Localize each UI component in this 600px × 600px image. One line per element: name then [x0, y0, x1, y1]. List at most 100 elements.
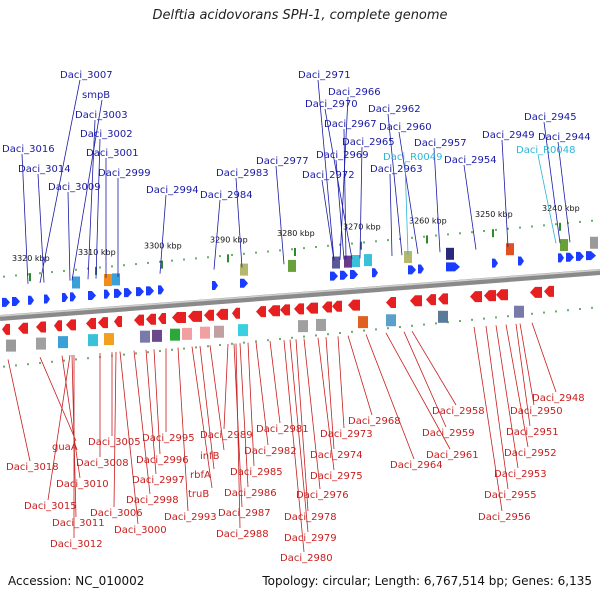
reverse-gene-label: Daci_2950: [510, 406, 563, 417]
reverse-gene-label: Daci_2982: [244, 446, 297, 457]
reverse-leader-line: [119, 351, 139, 525]
reverse-leader-line: [485, 325, 509, 490]
reverse-leader-line: [255, 342, 269, 446]
forward-gene-arrow: [558, 253, 564, 263]
reverse-leader-line: [61, 355, 81, 479]
reverse-leader-line: [403, 331, 447, 428]
forward-leader-line: [501, 139, 509, 248]
forward-feature-box: [240, 263, 248, 276]
reverse-gene-arrow: [2, 323, 10, 335]
reverse-gene-arrow: [484, 290, 496, 302]
forward-gene-arrow: [586, 251, 596, 261]
forward-feature-box: [104, 274, 112, 287]
reverse-gene-label: Daci_2979: [284, 533, 337, 544]
forward-gene-label: Daci_2984: [200, 190, 253, 201]
reverse-feature-box: [36, 337, 46, 350]
reverse-leader-line: [365, 334, 415, 460]
forward-gene-label: Daci_3001: [86, 148, 139, 159]
forward-feature-box: [72, 276, 80, 289]
forward-gene-label: Daci_2971: [298, 70, 351, 81]
forward-gene-label: Daci_2957: [414, 138, 467, 149]
forward-gene-label: Daci_2999: [98, 168, 151, 179]
forward-leader-line: [339, 96, 349, 260]
forward-gene-label: Daci_2983: [216, 168, 269, 179]
rna-leader-line: [537, 154, 557, 244]
reverse-gene-arrow: [232, 307, 240, 319]
reverse-gene-label: Daci_2989: [200, 430, 253, 441]
reverse-leader-line: [295, 339, 309, 512]
forward-feature-box: [446, 247, 454, 260]
reverse-feature-box: [104, 333, 114, 346]
reverse-leader-line: [177, 347, 189, 512]
reverse-leader-line: [153, 349, 161, 455]
forward-gene-label: Daci_2966: [328, 87, 381, 98]
forward-feature-box: [112, 273, 120, 286]
forward-gene-arrow: [212, 281, 218, 291]
forward-gene-arrow: [146, 286, 154, 296]
reverse-leader-line: [411, 330, 457, 406]
reverse-gene-label: Daci_2956: [478, 512, 531, 523]
reverse-gene-label: Daci_2974: [310, 450, 363, 461]
reverse-gene-arrow: [172, 311, 186, 323]
reverse-leader-line: [209, 345, 225, 451]
reverse-leader-line: [337, 336, 345, 429]
scale-tick-label: 3250 kbp: [475, 210, 513, 219]
reverse-gene-label: Daci_2988: [216, 529, 269, 540]
forward-feature-box: [288, 259, 296, 272]
reverse-gene-label: infB: [200, 451, 220, 462]
forward-gene-label: Daci_2967: [324, 119, 377, 130]
reverse-gene-label: Daci_3011: [52, 518, 105, 529]
reverse-leader-line: [505, 324, 529, 448]
forward-leader-line: [321, 179, 335, 261]
reverse-gene-label: Daci_2981: [256, 424, 309, 435]
forward-leader-line: [543, 121, 561, 244]
forward-gene-arrow: [136, 287, 144, 297]
reverse-leader-line: [191, 346, 213, 489]
forward-gene-arrow: [408, 265, 416, 275]
reverse-leader-line: [133, 350, 151, 495]
reverse-gene-arrow: [54, 320, 62, 332]
scale-tick-label: 3300 kbp: [144, 242, 182, 251]
reverse-gene-label: Daci_3012: [50, 539, 103, 550]
forward-feature-box: [352, 255, 360, 268]
reverse-feature-box: [58, 336, 68, 349]
reverse-gene-arrow: [332, 300, 342, 312]
reverse-gene-label: Daci_2996: [136, 455, 189, 466]
forward-gene-label: Daci_3007: [60, 70, 113, 81]
reverse-feature-box: [316, 318, 326, 331]
reverse-leader-line: [47, 355, 71, 501]
reverse-gene-arrow: [216, 308, 228, 320]
reverse-feature-box: [140, 330, 150, 343]
reverse-gene-arrow: [410, 295, 422, 307]
reverse-feature-box: [298, 320, 308, 333]
reverse-gene-label: Daci_2980: [280, 553, 333, 564]
forward-leader-line: [324, 108, 353, 260]
reverse-gene-label: Daci_2959: [422, 428, 475, 439]
forward-leader-line: [343, 128, 347, 260]
reverse-gene-label: Daci_3010: [56, 479, 109, 490]
forward-leader-line: [39, 79, 81, 284]
reverse-feature-box: [214, 325, 224, 338]
forward-leader-line: [433, 147, 441, 253]
forward-gene-arrow: [492, 258, 498, 268]
scale-tick-label: 3290 kbp: [210, 235, 248, 244]
reverse-leader-line: [531, 322, 557, 393]
reverse-feature-box: [514, 305, 524, 318]
backbone-track: [0, 269, 600, 321]
scale-tick-label: 3280 kbp: [277, 229, 315, 238]
reverse-gene-arrow: [114, 316, 122, 328]
forward-gene-label: Daci_2972: [302, 170, 355, 181]
reverse-leader-line: [283, 340, 305, 553]
reverse-gene-label: Daci_3015: [24, 501, 77, 512]
reverse-gene-label: Daci_3000: [114, 525, 167, 536]
reverse-gene-arrow: [256, 306, 266, 318]
rna-gene-label: Daci_R0049: [383, 152, 443, 163]
reverse-gene-label: Daci_3018: [6, 462, 59, 473]
scale-tick-label: 3270 kbp: [343, 223, 381, 232]
reverse-gene-label: Daci_2952: [504, 448, 557, 459]
forward-gene-arrow: [28, 295, 34, 305]
reverse-leader-line: [247, 342, 255, 467]
forward-leader-line: [235, 177, 243, 268]
reverse-leader-line: [289, 339, 309, 533]
reverse-gene-arrow: [36, 321, 46, 333]
